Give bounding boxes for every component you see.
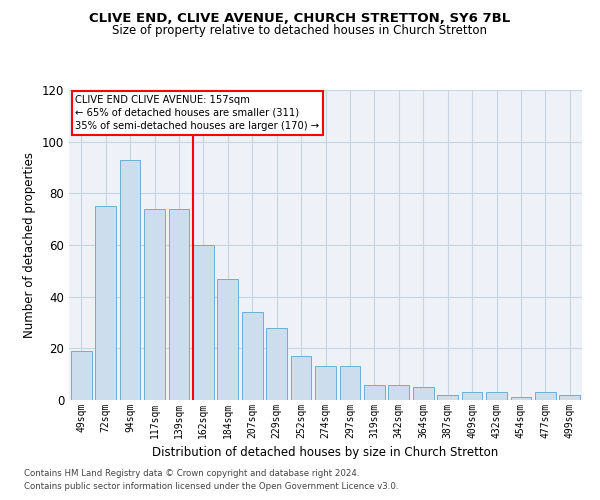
Text: CLIVE END CLIVE AVENUE: 157sqm
← 65% of detached houses are smaller (311)
35% of: CLIVE END CLIVE AVENUE: 157sqm ← 65% of …	[75, 94, 319, 131]
Bar	[413, 387, 434, 400]
Bar	[290, 356, 311, 400]
Bar	[95, 206, 116, 400]
Bar	[388, 384, 409, 400]
Bar	[486, 392, 507, 400]
Bar	[535, 392, 556, 400]
Bar	[193, 245, 214, 400]
Bar	[71, 351, 92, 400]
Bar	[266, 328, 287, 400]
Text: Size of property relative to detached houses in Church Stretton: Size of property relative to detached ho…	[113, 24, 487, 37]
Bar	[169, 209, 190, 400]
Text: Contains public sector information licensed under the Open Government Licence v3: Contains public sector information licen…	[24, 482, 398, 491]
Bar	[461, 392, 482, 400]
Bar	[315, 366, 336, 400]
Text: Contains HM Land Registry data © Crown copyright and database right 2024.: Contains HM Land Registry data © Crown c…	[24, 468, 359, 477]
Bar	[340, 366, 361, 400]
Bar	[559, 395, 580, 400]
Bar	[511, 398, 532, 400]
Bar	[437, 395, 458, 400]
Bar	[242, 312, 263, 400]
X-axis label: Distribution of detached houses by size in Church Stretton: Distribution of detached houses by size …	[152, 446, 499, 460]
Bar	[144, 209, 165, 400]
Bar	[364, 384, 385, 400]
Bar	[119, 160, 140, 400]
Y-axis label: Number of detached properties: Number of detached properties	[23, 152, 36, 338]
Bar	[217, 278, 238, 400]
Text: CLIVE END, CLIVE AVENUE, CHURCH STRETTON, SY6 7BL: CLIVE END, CLIVE AVENUE, CHURCH STRETTON…	[89, 12, 511, 26]
